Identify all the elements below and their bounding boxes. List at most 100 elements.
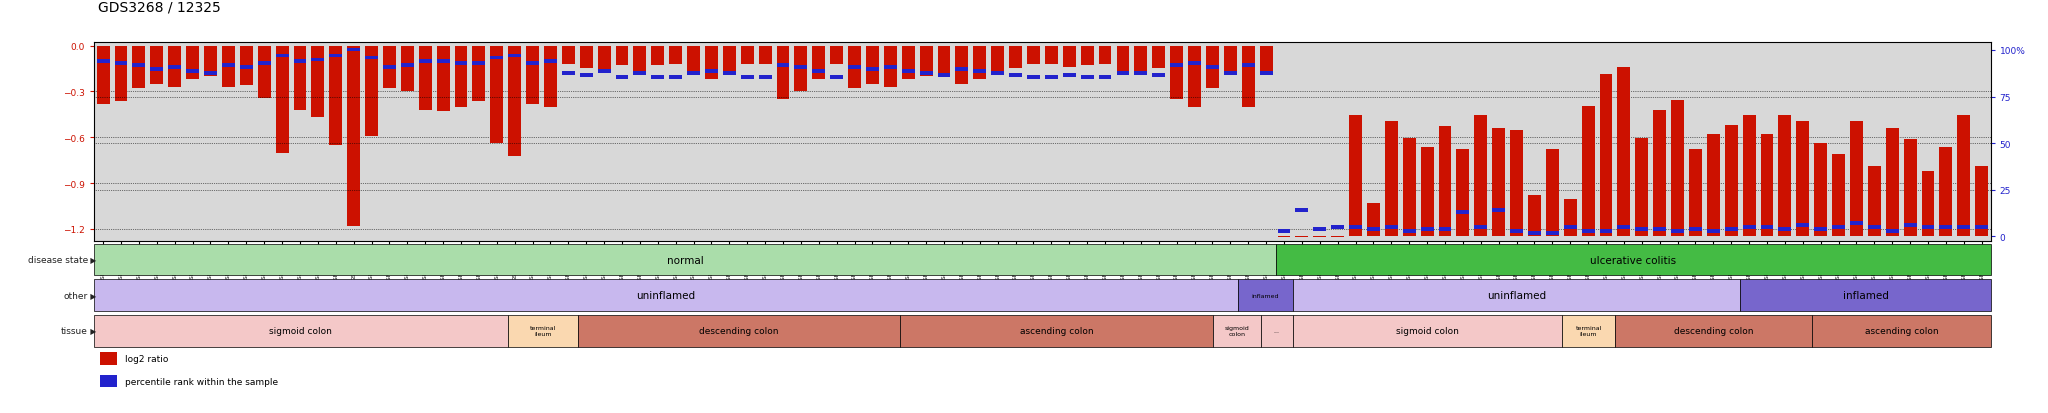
Bar [1509,229,1524,233]
Text: descending colon: descending colon [1673,327,1753,335]
Bar [1599,229,1612,233]
Bar [1350,116,1362,237]
Bar [1796,223,1808,228]
Bar [221,46,236,88]
Bar [705,70,719,74]
Bar [1724,227,1737,231]
Bar [723,72,735,76]
Text: GDS3268 / 12325: GDS3268 / 12325 [98,0,221,14]
Bar [651,46,664,66]
Bar [723,46,735,72]
Bar [1188,62,1200,66]
Bar [1456,150,1468,237]
Bar [1636,138,1649,237]
Bar [1438,227,1452,231]
Bar [1421,227,1434,231]
Bar [1671,101,1683,237]
Bar [1153,74,1165,77]
Bar [240,66,252,69]
Bar [1690,227,1702,231]
Bar [1706,135,1720,237]
Bar [311,46,324,118]
Bar [383,66,395,69]
Bar [508,315,578,347]
Bar [1366,227,1380,231]
Bar [1493,129,1505,237]
Bar [1276,244,1991,276]
Bar [1026,46,1040,65]
Bar [616,46,629,66]
Bar [1403,229,1415,233]
Bar [561,46,575,65]
Bar [205,72,217,76]
Bar [240,46,252,86]
Bar [96,46,111,104]
Bar [1350,225,1362,230]
Bar [115,46,127,101]
Bar [1581,229,1595,233]
Bar [1206,66,1219,69]
Bar [598,70,610,74]
Bar [1260,72,1272,76]
Bar [1456,211,1468,215]
Bar [633,46,647,72]
Bar [186,70,199,74]
Text: ▶: ▶ [88,327,96,335]
Text: ascending colon: ascending colon [1866,327,1937,335]
Bar [508,46,520,156]
Bar [795,46,807,92]
Bar [168,66,180,69]
Bar [1313,227,1327,231]
Bar [1743,116,1755,237]
Bar [1796,121,1808,237]
Bar [1292,315,1563,347]
Text: inflamed: inflamed [1843,290,1888,301]
Bar [94,244,1276,276]
Bar [813,70,825,74]
Bar [1905,140,1917,237]
Bar [1653,227,1667,231]
Bar [1063,74,1075,77]
Bar [133,64,145,68]
Text: ▶: ▶ [88,291,96,300]
Bar [1081,76,1094,79]
Bar [1135,46,1147,72]
Bar [330,46,342,145]
Bar [956,68,969,71]
Bar [1169,46,1184,100]
Bar [1563,315,1616,347]
Bar [1833,155,1845,237]
Bar [580,74,592,77]
Text: ulcerative colitis: ulcerative colitis [1589,255,1675,265]
Bar [795,66,807,69]
Text: ▶: ▶ [88,256,96,264]
Bar [1636,227,1649,231]
Bar [1331,225,1343,230]
Bar [1974,166,1989,237]
Bar [848,46,860,89]
Bar [473,62,485,66]
Bar [1778,116,1792,237]
Bar [1546,150,1559,237]
Bar [1278,229,1290,233]
Bar [1475,116,1487,237]
Bar [1743,225,1755,230]
Bar [455,46,467,107]
Bar [1421,147,1434,237]
Bar [1939,225,1952,230]
Bar [168,46,180,88]
Text: disease state: disease state [29,256,88,264]
Bar [741,76,754,79]
Bar [348,49,360,52]
Bar [1886,129,1898,237]
Bar [885,46,897,88]
Bar [311,58,324,62]
Bar [1599,75,1612,237]
Bar [1886,229,1898,233]
Bar [991,46,1004,74]
Text: descending colon: descending colon [698,327,778,335]
Bar [688,72,700,76]
Bar [436,46,449,112]
Bar [1565,199,1577,237]
Bar [1849,222,1864,226]
